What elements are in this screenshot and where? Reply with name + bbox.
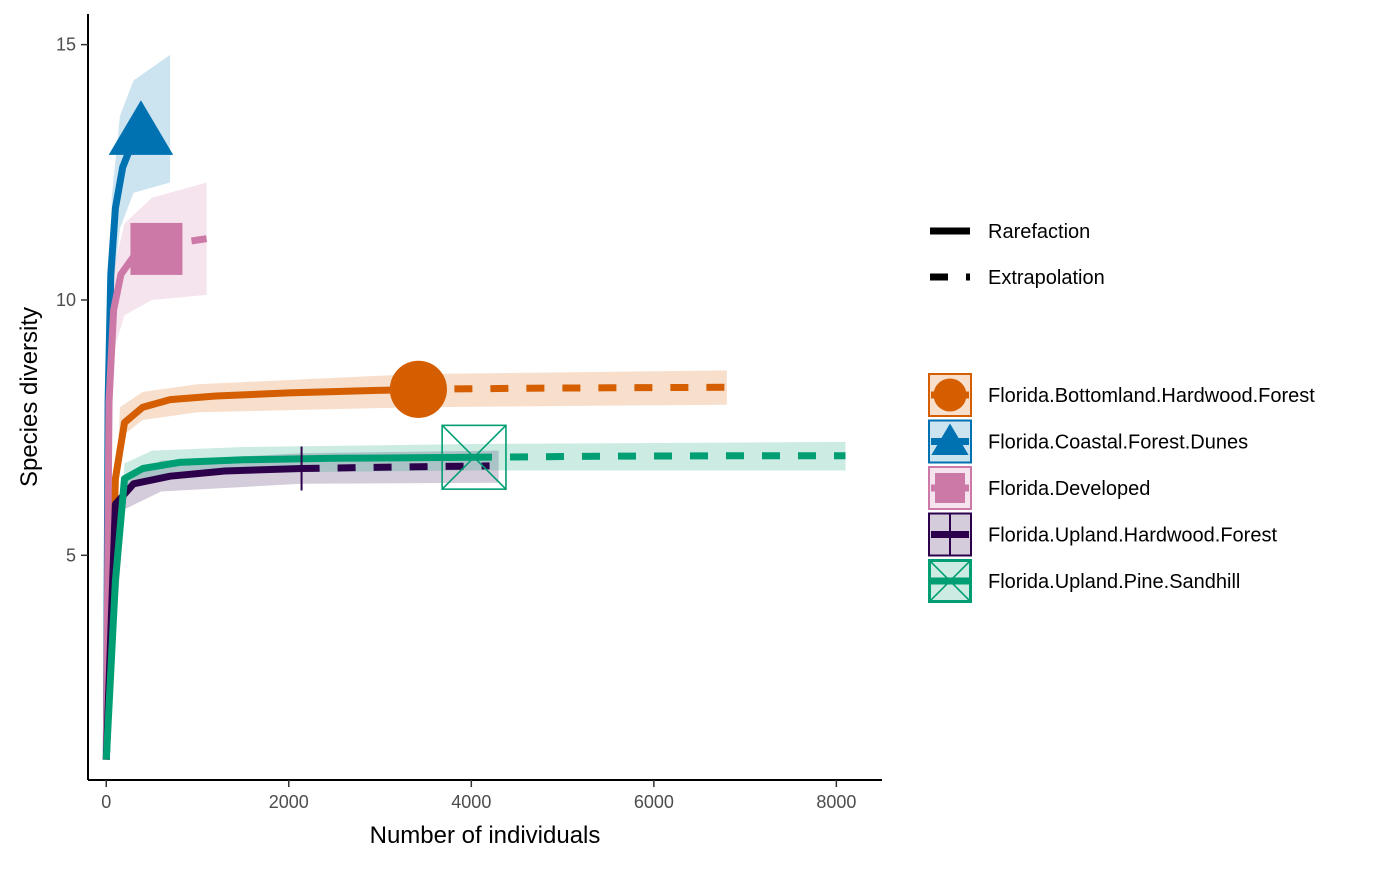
legend-key-marker-florida-upland-pine-sandhill-box — [929, 560, 971, 602]
reference-marker-florida-developed-shape — [130, 222, 183, 275]
reference-marker-florida-coastal-forest-dunes-shape — [108, 100, 174, 155]
ci-ribbon-florida-bottomland-hardwood-forest — [106, 370, 727, 760]
x-axis-title: Number of individuals — [370, 822, 601, 849]
legend-key-marker-florida-coastal-forest-dunes — [931, 423, 969, 455]
legend-item-florida-upland-hardwood-forest: Florida.Upland.Hardwood.Forest — [928, 512, 1277, 557]
legend-label-florida-upland-pine-sandhill: Florida.Upland.Pine.Sandhill — [988, 571, 1240, 593]
legend-method-label-rarefaction: Rarefaction — [988, 221, 1090, 243]
legend-key-marker-florida-bottomland-hardwood-forest — [933, 378, 967, 412]
x-tick-label-4000: 4000 — [451, 792, 491, 812]
legend-key-marker-florida-upland-pine-sandhill-diag-2 — [929, 560, 971, 602]
rarefaction-line-florida-bottomland-hardwood-forest — [102, 385, 419, 760]
extrapolation-line-florida-upland-hardwood-forest — [301, 462, 490, 472]
legend-label-florida-coastal-forest-dunes: Florida.Coastal.Forest.Dunes — [988, 432, 1248, 454]
legend-item-florida-upland-pine-sandhill: Florida.Upland.Pine.Sandhill — [928, 559, 1240, 603]
legend-item-florida-developed: Florida.Developed — [928, 466, 1150, 510]
reference-marker-florida-bottomland-hardwood-forest-shape — [389, 360, 447, 418]
ci-ribbon-florida-coastal-forest-dunes — [106, 54, 171, 760]
legend-label-florida-upland-hardwood-forest: Florida.Upland.Hardwood.Forest — [988, 525, 1277, 547]
reference-marker-florida-coastal-forest-dunes — [108, 100, 174, 155]
legend-label-florida-bottomland-hardwood-forest: Florida.Bottomland.Hardwood.Forest — [988, 385, 1315, 407]
reference-marker-florida-upland-hardwood-forest — [288, 446, 315, 491]
legend-method-extrapolation: Extrapolation — [930, 267, 1105, 289]
x-tick-label-6000: 6000 — [634, 792, 674, 812]
legend-key-marker-florida-coastal-forest-dunes-shape — [931, 423, 969, 455]
x-tick-label-0: 0 — [101, 792, 111, 812]
legend-key-marker-florida-developed — [935, 473, 965, 503]
reference-marker-florida-bottomland-hardwood-forest — [389, 360, 447, 418]
reference-markers-layer — [108, 100, 507, 491]
legend-item-florida-coastal-forest-dunes: Florida.Coastal.Forest.Dunes — [928, 419, 1248, 464]
y-tick-label-10: 10 — [56, 290, 76, 310]
y-axis-title: Species diversity — [16, 307, 43, 487]
axes-layer: 0 2000 4000 6000 8000 5 10 15 Number of individu… — [16, 14, 882, 849]
ci-ribbon-florida-upland-hardwood-forest — [106, 450, 499, 760]
ci-ribbons-layer — [106, 54, 846, 760]
x-tick-label-2000: 2000 — [269, 792, 309, 812]
legend-label-florida-developed: Florida.Developed — [988, 478, 1150, 500]
x-tick-label-8000: 8000 — [816, 792, 856, 812]
legend-key-marker-florida-developed-shape — [935, 473, 965, 503]
legend-key-marker-florida-bottomland-hardwood-forest-shape — [933, 378, 967, 412]
legend-key-marker-florida-upland-pine-sandhill — [929, 560, 971, 602]
y-tick-label-15: 15 — [56, 35, 76, 55]
rarefaction-line-florida-upland-pine-sandhill — [102, 453, 475, 760]
reference-marker-florida-developed — [130, 222, 183, 275]
reference-marker-florida-upland-pine-sandhill-diag-2 — [441, 424, 507, 490]
legend-method-label-extrapolation: Extrapolation — [988, 267, 1105, 289]
reference-marker-florida-upland-pine-sandhill-box — [441, 424, 507, 490]
legend-method-rarefaction: Rarefaction — [930, 221, 1090, 243]
legend-key-marker-florida-upland-hardwood-forest — [938, 514, 962, 555]
legend-item-florida-bottomland-hardwood-forest: Florida.Bottomland.Hardwood.Forest — [928, 373, 1315, 417]
extrapolation-line-florida-bottomland-hardwood-forest — [418, 383, 727, 393]
rarefaction-line-florida-upland-hardwood-forest — [102, 465, 302, 760]
y-tick-label-5: 5 — [66, 545, 76, 565]
legend: Rarefaction Extrapolation Florida.Bottomla… — [928, 221, 1315, 603]
reference-marker-florida-upland-pine-sandhill — [441, 424, 507, 490]
